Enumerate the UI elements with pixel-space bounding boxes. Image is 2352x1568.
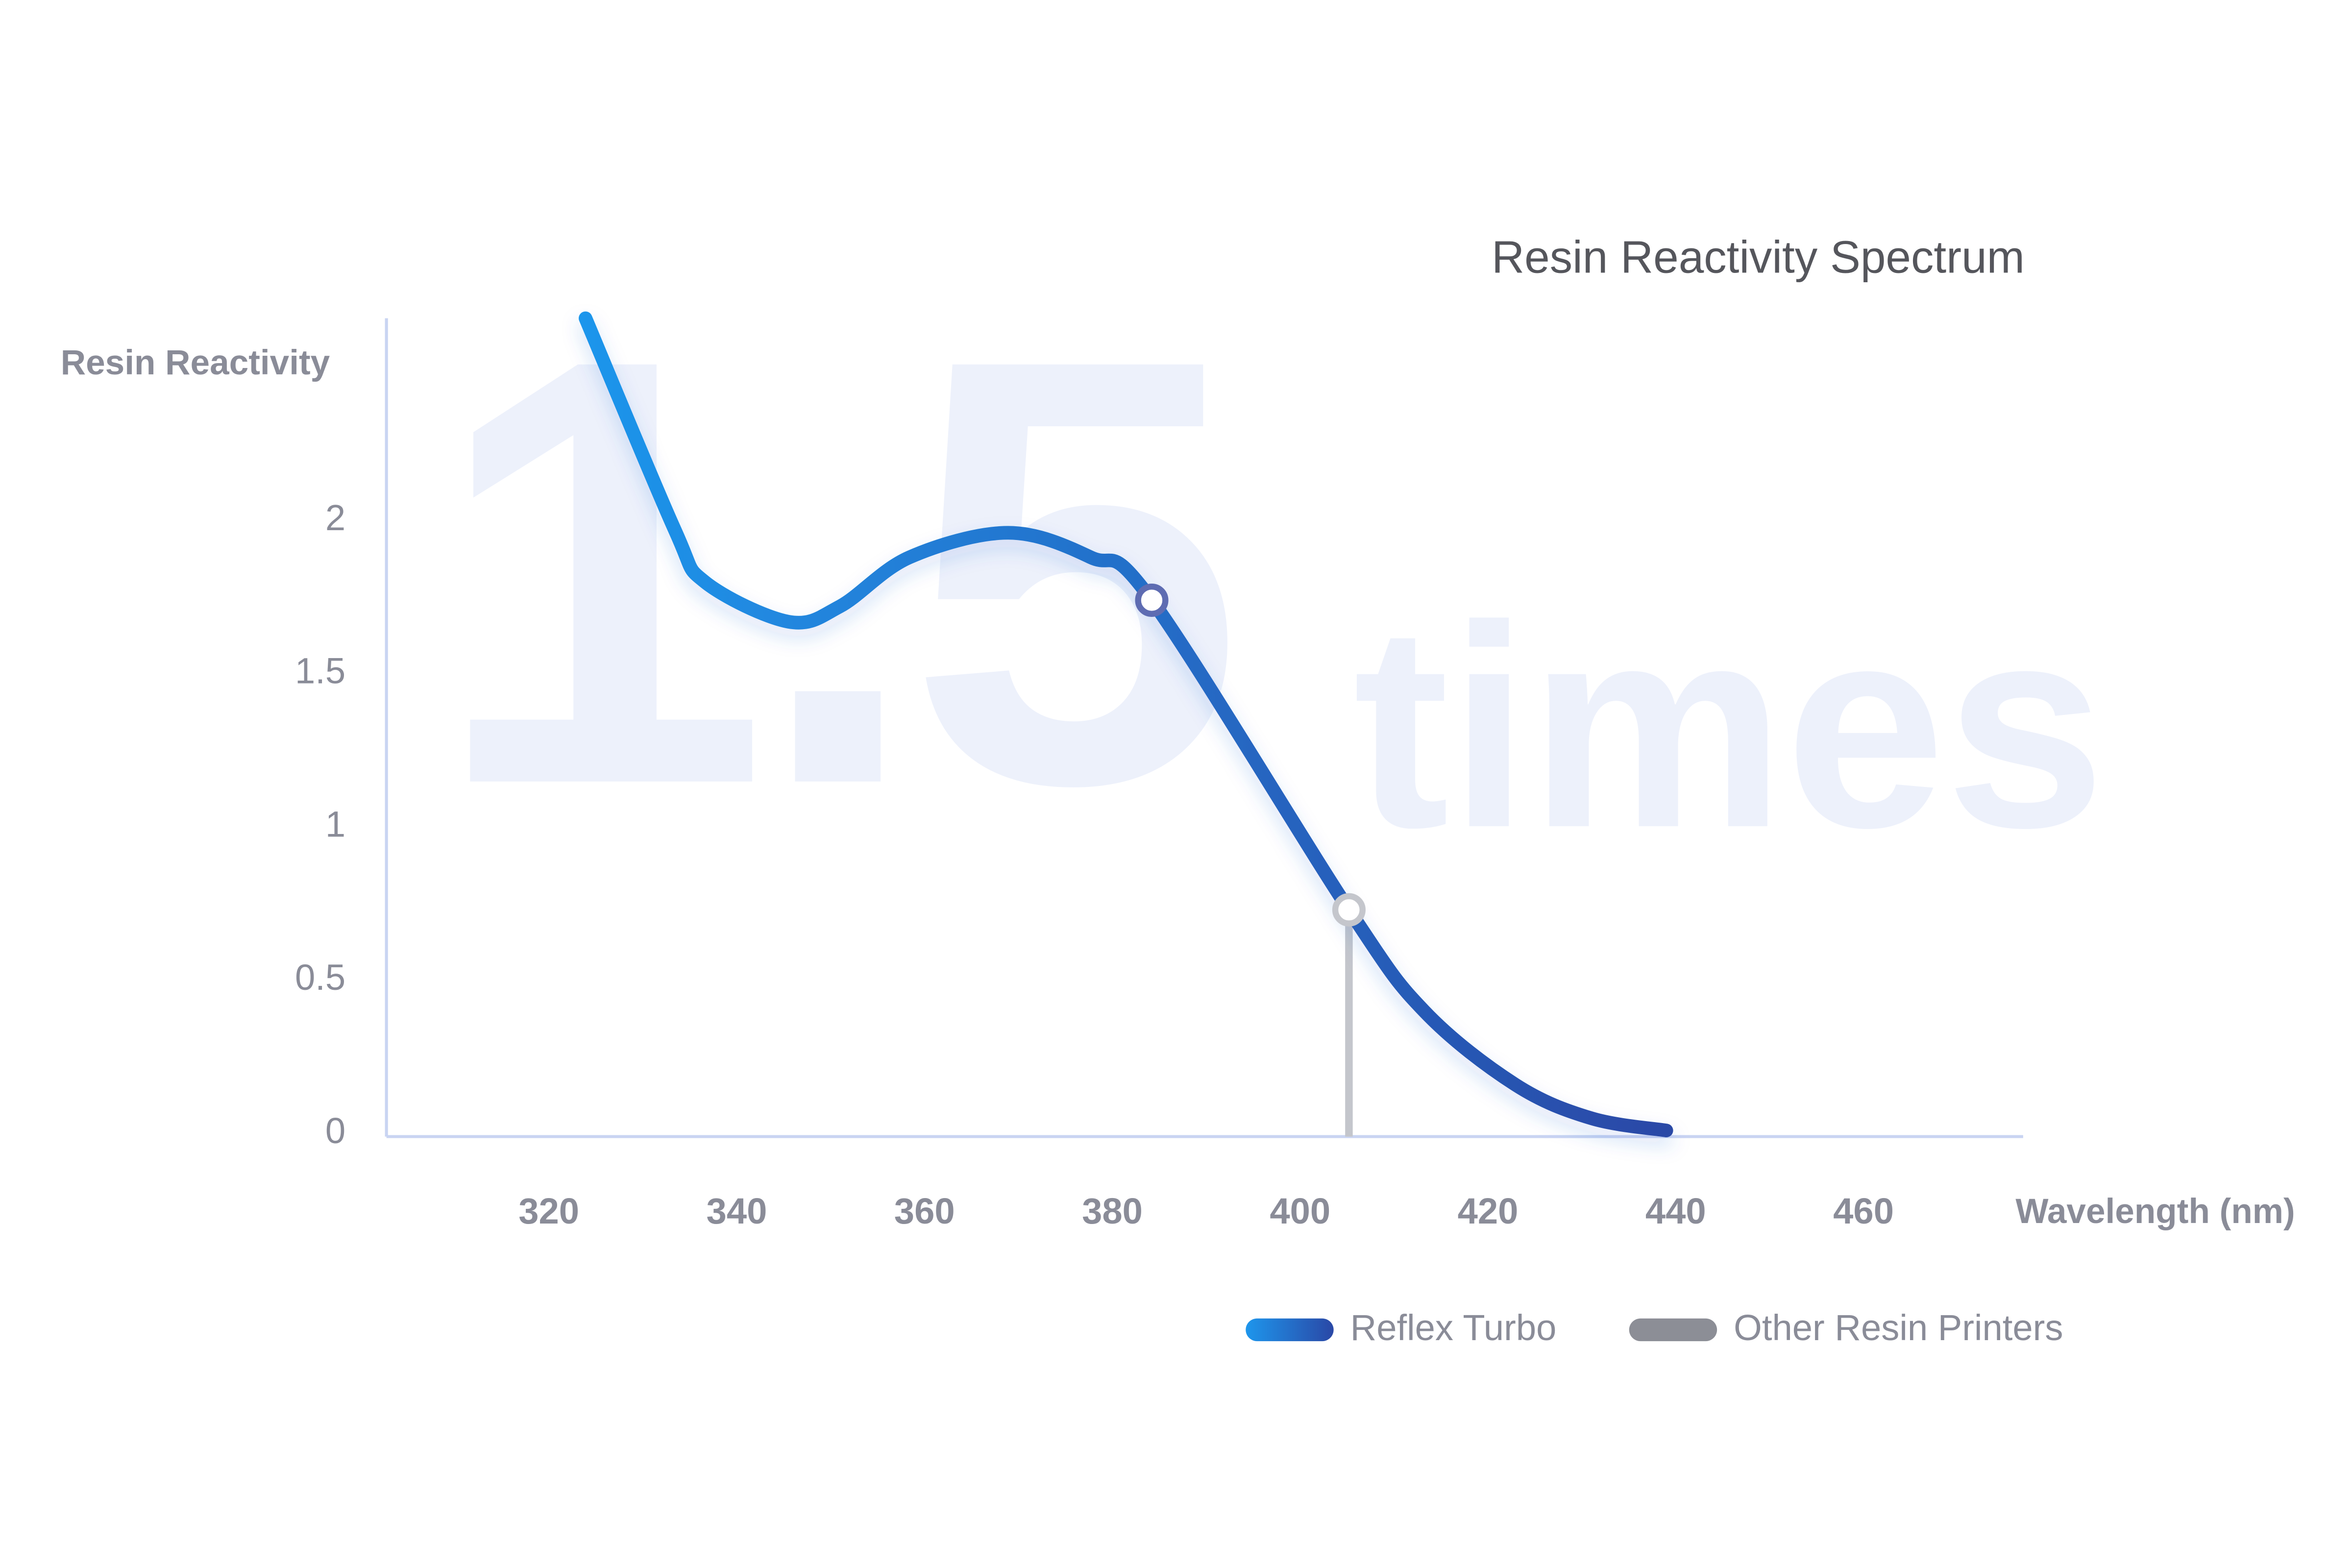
x-tick-label: 380 (1082, 1191, 1143, 1231)
y-tick-label: 1 (325, 804, 345, 844)
x-tick-label: 340 (707, 1191, 767, 1231)
watermark-number: 1.5 (432, 233, 1229, 910)
point-marker (1332, 893, 1366, 927)
x-axis-label: Wavelength (nm) (2015, 1192, 2295, 1231)
x-tick-label: 420 (1458, 1191, 1519, 1231)
legend-label: Other Resin Printers (1734, 1307, 2063, 1348)
y-tick-label: 0 (325, 1110, 345, 1151)
x-tick-label: 360 (894, 1191, 955, 1231)
x-tick-label: 440 (1645, 1191, 1706, 1231)
y-axis-label: Resin Reactivity (61, 343, 330, 382)
y-tick-label: 2 (325, 497, 345, 538)
y-tick-label: 0.5 (295, 957, 345, 998)
x-tick-label: 400 (1270, 1191, 1330, 1231)
watermark-word: times (1353, 565, 2106, 887)
legend-swatch (1246, 1318, 1334, 1342)
series-line (579, 311, 1673, 1138)
chart-title: Resin Reactivity Spectrum (1492, 231, 2025, 282)
y-tick-label: 1.5 (295, 651, 345, 691)
legend-label: Reflex Turbo (1350, 1307, 1557, 1348)
x-tick-label: 460 (1833, 1191, 1894, 1231)
x-tick-label: 320 (518, 1191, 579, 1231)
legend-swatch (1629, 1318, 1717, 1342)
point-marker (1135, 583, 1169, 617)
